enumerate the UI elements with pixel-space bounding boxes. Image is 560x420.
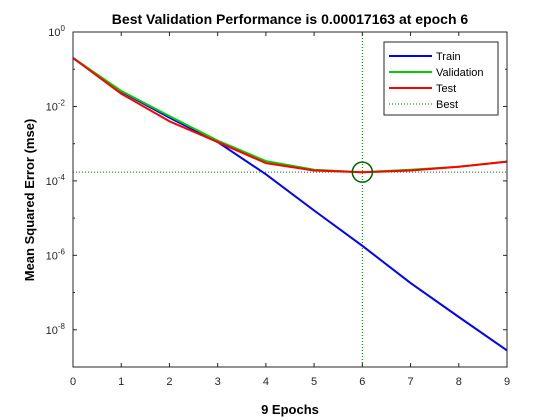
x-tick-label: 9 <box>504 376 510 388</box>
best-marker <box>351 161 374 183</box>
y-tick-label: 10-2 <box>46 98 66 113</box>
y-axis-label: Mean Squared Error (mse) <box>22 119 37 282</box>
x-tick-label: 7 <box>407 376 413 388</box>
best-guide-lines <box>73 32 507 367</box>
legend-box <box>383 41 499 116</box>
y-tick-label: 10-8 <box>46 322 66 337</box>
x-tick-label: 1 <box>118 376 124 388</box>
series-lines <box>72 57 508 352</box>
x-tick-label: 2 <box>166 376 172 388</box>
series-line-test <box>72 57 508 174</box>
legend-label-best: Best <box>436 99 458 111</box>
x-tick-label: 8 <box>456 376 462 388</box>
y-tick-label: 100 <box>48 24 65 39</box>
x-tick-label: 6 <box>359 376 365 388</box>
plot-border <box>72 31 508 368</box>
x-tick-label: 3 <box>215 376 221 388</box>
x-axis-ticks: 0 1 2 3 4 5 6 7 8 9 <box>70 32 510 388</box>
y-axis-ticks: 100 10-2 10-4 10-6 10-8 <box>46 24 507 368</box>
legend-label-test: Test <box>436 83 456 95</box>
legend-label-validation: Validation <box>436 67 484 79</box>
y-tick-label: 10-4 <box>46 173 66 188</box>
x-tick-label: 5 <box>311 376 317 388</box>
legend-label-train: Train <box>436 51 461 63</box>
x-axis-label: 9 Epochs <box>261 402 319 417</box>
y-tick-label: 10-6 <box>46 247 66 262</box>
x-tick-label: 0 <box>70 376 76 388</box>
x-tick-label: 4 <box>263 376 269 388</box>
legend: Train Validation Test Best <box>383 41 499 116</box>
best-marker-group <box>351 161 374 183</box>
chart-title: Best Validation Performance is 0.0001716… <box>112 11 469 27</box>
